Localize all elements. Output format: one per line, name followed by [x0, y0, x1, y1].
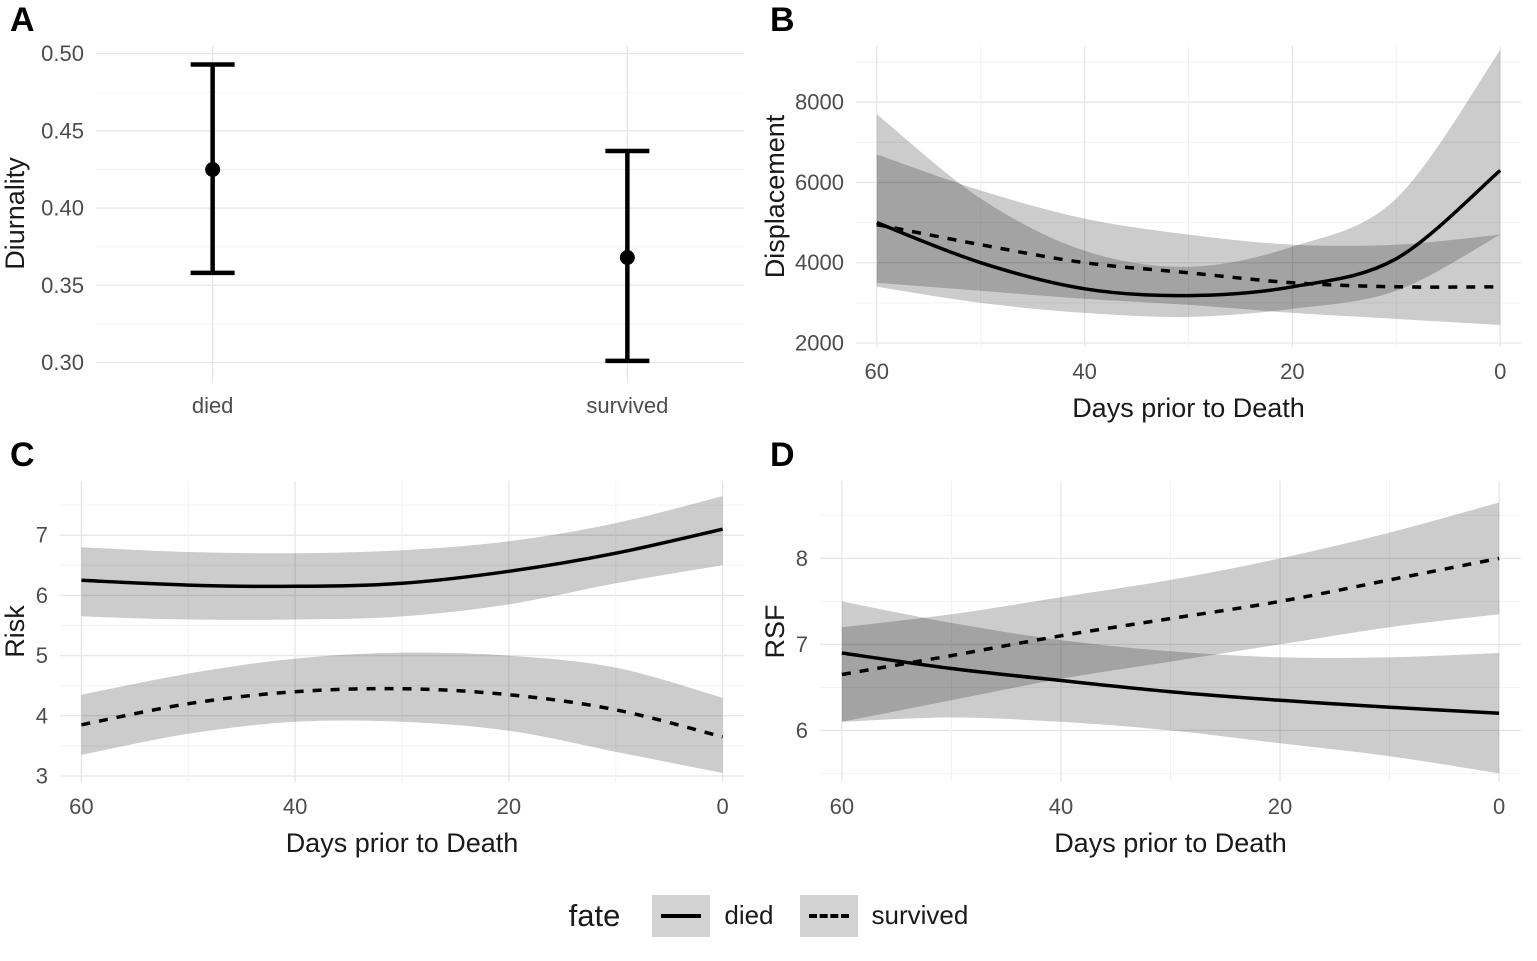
x-tick-label: 60	[865, 359, 889, 384]
trend-lines	[841, 556, 1500, 715]
line-survived	[841, 556, 1500, 677]
y-axis-title: Displacement	[760, 114, 790, 278]
y-tick-label: 7	[796, 632, 808, 657]
y-tick-label: 6	[796, 718, 808, 743]
panel-b-label: B	[770, 1, 795, 39]
confidence-ribbons	[876, 50, 1501, 325]
y-tick-label: 0.50	[41, 41, 84, 66]
panel-c-chart: 60 40 20 0 Days prior to Death 3 4 5 6 7 Risk	[0, 435, 760, 870]
panel-d: D 60 40 20 0 Days prior to Death 6 7 8 RSF	[760, 435, 1537, 870]
y-tick-label: 0.35	[41, 273, 84, 298]
estimate-point-died	[205, 162, 221, 178]
ribbon-survived	[876, 154, 1501, 325]
x-tick-label: survived	[586, 393, 668, 418]
y-tick-label: 8	[796, 546, 808, 571]
panel-d-chart: 60 40 20 0 Days prior to Death 6 7 8 RSF	[760, 435, 1537, 870]
legend-key-died	[652, 894, 711, 937]
gridlines	[60, 481, 744, 782]
panel-b-chart: 60 40 20 0 Days prior to Death 2000 4000 6000 80…	[760, 0, 1537, 435]
panel-b-plot: 60 40 20 0 Days prior to Death 2000 4000 6000 80…	[760, 46, 1521, 423]
panel-a-plot: died survived 0.30 0.35 0.40 0.45 0.50 Diurnali…	[0, 41, 744, 418]
x-tick-label: died	[192, 393, 234, 418]
legend-item-died: died	[652, 894, 774, 937]
y-tick-label: 7	[36, 523, 48, 548]
trend-lines	[876, 169, 1502, 298]
ribbon-survived	[841, 502, 1500, 722]
legend: fate died survived	[0, 870, 1537, 961]
y-tick-label: 2000	[795, 330, 844, 355]
gridlines	[820, 481, 1521, 782]
x-tick-label: 20	[1280, 359, 1304, 384]
y-axis-title: Risk	[0, 605, 30, 658]
line-survived	[81, 686, 724, 739]
x-tick-label: 20	[1268, 794, 1292, 819]
panel-a-chart: died survived 0.30 0.35 0.40 0.45 0.50 Diurnali…	[0, 0, 760, 435]
x-tick-label: 20	[497, 794, 521, 819]
legend-title: fate	[568, 897, 621, 933]
y-tick-label: 4	[36, 703, 48, 728]
x-tick-label: 40	[1072, 359, 1096, 384]
panel-d-plot: 60 40 20 0 Days prior to Death 6 7 8 RSF	[760, 481, 1521, 858]
line-died	[876, 169, 1502, 298]
legend-key-survived	[799, 894, 858, 937]
x-tick-label: 0	[1493, 794, 1505, 819]
panel-b: B 60 40 20 0 Days prior to Death 2000 4000 6000…	[760, 0, 1537, 435]
y-tick-label: 0.40	[41, 196, 84, 221]
y-tick-label: 4000	[795, 250, 844, 275]
y-axis-title: Diurnality	[0, 157, 30, 270]
panel-d-label: D	[770, 436, 795, 474]
y-tick-label: 0.30	[41, 350, 84, 375]
panel-a-label: A	[10, 1, 35, 39]
legend-label-died: died	[724, 900, 774, 930]
panel-c-plot: 60 40 20 0 Days prior to Death 3 4 5 6 7 Risk	[0, 481, 744, 858]
x-tick-label: 40	[1049, 794, 1073, 819]
gridlines	[96, 46, 744, 381]
x-axis-title: Days prior to Death	[1072, 393, 1305, 423]
trend-lines	[81, 527, 724, 739]
panel-a: A died survived 0.30 0.35 0.40 0.45 0.50 Diurna…	[0, 0, 760, 435]
x-tick-label: 0	[1494, 359, 1506, 384]
y-tick-label: 6	[36, 583, 48, 608]
x-tick-label: 60	[69, 794, 93, 819]
x-axis-title: Days prior to Death	[1054, 828, 1287, 858]
y-axis-title: RSF	[760, 605, 790, 659]
x-axis-title: Days prior to Death	[286, 828, 519, 858]
ribbon-survived	[81, 652, 723, 773]
y-tick-label: 0.45	[41, 118, 84, 143]
solid-line-icon	[661, 913, 702, 918]
ribbon-died	[876, 50, 1501, 318]
legend-label-survived: survived	[871, 900, 969, 930]
y-tick-label: 3	[36, 763, 48, 788]
dashed-line-icon	[808, 913, 849, 918]
x-tick-label: 40	[283, 794, 307, 819]
gridlines	[856, 46, 1521, 347]
y-tick-label: 5	[36, 643, 48, 668]
panel-c-label: C	[10, 436, 35, 474]
confidence-ribbons	[81, 496, 723, 773]
line-died	[81, 527, 723, 589]
panel-c: C 60 40 20 0 Days prior to Death 3 4 5 6 7 Risk	[0, 435, 760, 870]
x-tick-label: 0	[717, 794, 729, 819]
y-tick-label: 8000	[795, 90, 844, 115]
legend-item-survived: survived	[799, 894, 969, 937]
estimate-point-survived	[619, 249, 635, 265]
x-tick-label: 60	[830, 794, 854, 819]
y-tick-label: 6000	[795, 170, 844, 195]
ribbon-died	[81, 496, 723, 620]
line-survived	[876, 222, 1501, 289]
line-died	[841, 651, 1500, 715]
pointranges	[190, 62, 650, 364]
